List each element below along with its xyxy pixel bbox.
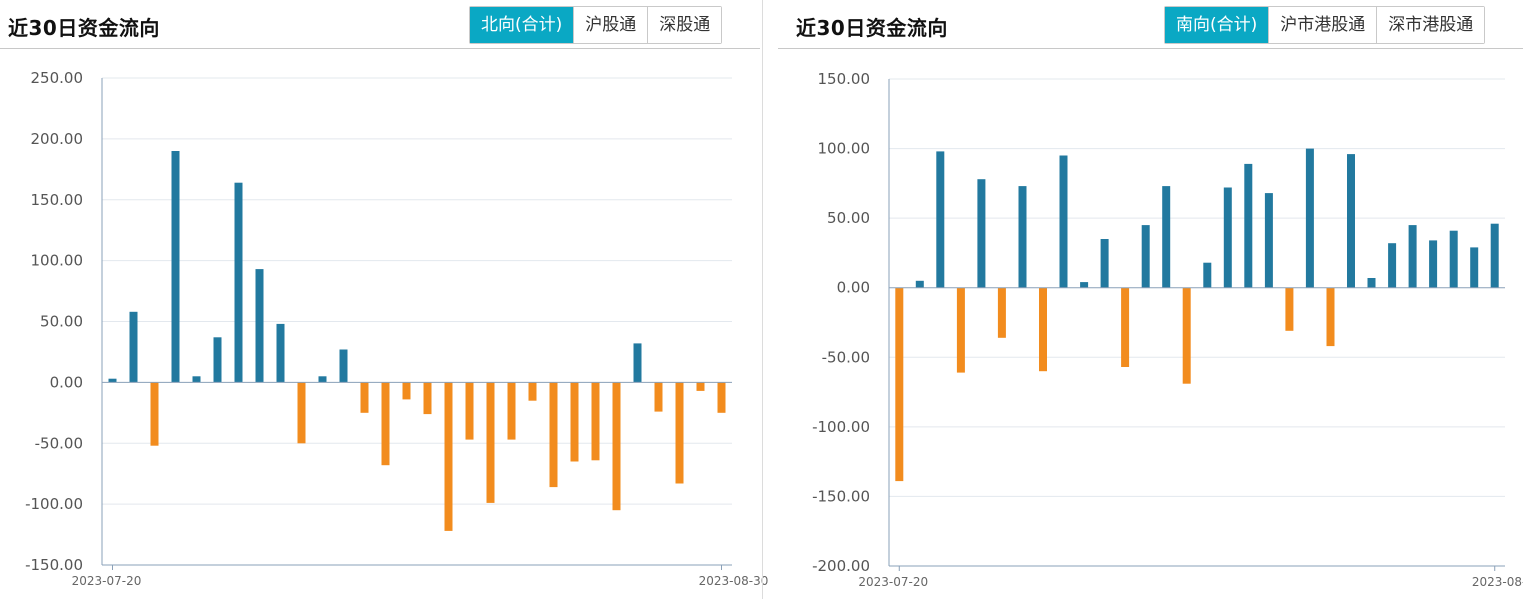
bar[interactable] <box>633 343 642 383</box>
y-tick-label: 150.00 <box>818 70 871 88</box>
bar[interactable] <box>549 382 558 488</box>
tab-shanghai-connect[interactable]: 沪股通 <box>573 7 648 43</box>
y-tick-label: 100.00 <box>31 252 84 270</box>
bar[interactable] <box>895 287 904 482</box>
bar[interactable] <box>1305 148 1314 288</box>
y-tick-label: -200.00 <box>812 557 870 575</box>
bar[interactable] <box>1121 287 1130 367</box>
bar[interactable] <box>936 151 945 288</box>
x-tick-label: 2023-08-30 <box>1472 575 1523 589</box>
bar[interactable] <box>444 382 453 531</box>
bar[interactable] <box>1182 287 1191 384</box>
panel-title: 近30日资金流向 <box>8 16 160 40</box>
bar[interactable] <box>997 287 1006 338</box>
bar[interactable] <box>1039 287 1047 372</box>
bar[interactable] <box>507 382 516 440</box>
bar[interactable] <box>977 179 986 288</box>
tab-shenzhen-hk-connect[interactable]: 深市港股通 <box>1376 7 1485 43</box>
bar[interactable] <box>696 382 705 391</box>
bar[interactable] <box>1162 186 1171 288</box>
panel-divider <box>762 0 763 599</box>
y-tick-label: -50.00 <box>35 434 83 452</box>
bar[interactable] <box>1388 243 1397 288</box>
y-tick-label: 250.00 <box>31 69 84 87</box>
y-tick-label: -150.00 <box>25 556 83 574</box>
bar[interactable] <box>465 382 474 440</box>
y-tick-label: -50.00 <box>822 348 870 366</box>
bar[interactable] <box>192 376 201 383</box>
bar[interactable] <box>108 378 117 383</box>
bar[interactable] <box>339 349 348 383</box>
tab-group: 北向(合计) 沪股通 深股通 <box>469 6 723 44</box>
y-tick-label: -100.00 <box>25 495 83 513</box>
y-tick-label: 50.00 <box>827 209 870 227</box>
bar[interactable] <box>486 382 495 503</box>
bar[interactable] <box>318 376 327 383</box>
panel-title: 近30日资金流向 <box>796 16 948 40</box>
bar[interactable] <box>423 382 432 415</box>
bar[interactable] <box>1408 225 1417 288</box>
bar[interactable] <box>1470 247 1479 288</box>
y-tick-label: 0.00 <box>837 279 870 297</box>
y-tick-label: 100.00 <box>818 140 871 158</box>
bar[interactable] <box>255 269 264 383</box>
y-tick-label: 200.00 <box>31 130 84 148</box>
bar[interactable] <box>360 382 369 413</box>
tab-shenzhen-connect[interactable]: 深股通 <box>647 7 722 43</box>
bar[interactable] <box>1059 155 1068 288</box>
tab-southbound-total[interactable]: 南向(合计) <box>1165 7 1269 43</box>
bar[interactable] <box>234 182 243 383</box>
bar[interactable] <box>956 287 965 373</box>
bar[interactable] <box>1449 230 1458 288</box>
bar[interactable] <box>1326 287 1335 347</box>
bar[interactable] <box>297 382 306 444</box>
y-tick-label: 150.00 <box>31 191 84 209</box>
tab-northbound-total[interactable]: 北向(合计) <box>470 7 574 43</box>
bar[interactable] <box>1244 163 1253 288</box>
y-tick-label: -150.00 <box>812 487 870 505</box>
bar[interactable] <box>1203 262 1212 288</box>
bar[interactable] <box>654 382 663 412</box>
bar[interactable] <box>402 382 411 400</box>
bar[interactable] <box>1141 225 1150 288</box>
bar[interactable] <box>570 382 579 462</box>
x-tick-label: 2023-08-30 <box>699 574 769 588</box>
y-tick-label: 50.00 <box>40 313 83 331</box>
bar[interactable] <box>528 382 537 401</box>
bar[interactable] <box>1367 278 1376 288</box>
bar[interactable] <box>1264 193 1273 288</box>
y-tick-label: 0.00 <box>50 373 83 391</box>
panel-header: 近30日资金流向 南向(合计) 沪市港股通 深市港股通 <box>778 0 1523 49</box>
bar[interactable] <box>129 311 138 383</box>
bar[interactable] <box>1490 223 1499 288</box>
bar[interactable] <box>1223 187 1232 288</box>
bar[interactable] <box>915 280 924 288</box>
bar[interactable] <box>1100 239 1109 288</box>
bar[interactable] <box>276 323 285 383</box>
bar[interactable] <box>591 382 600 461</box>
bar[interactable] <box>675 382 684 484</box>
tab-shanghai-hk-connect[interactable]: 沪市港股通 <box>1268 7 1377 43</box>
bar[interactable] <box>1018 186 1027 288</box>
bar[interactable] <box>1347 154 1355 288</box>
bar[interactable] <box>717 382 726 413</box>
x-tick-label: 2023-07-20 <box>72 574 142 588</box>
bar[interactable] <box>213 337 222 383</box>
southbound-panel: 近30日资金流向 南向(合计) 沪市港股通 深市港股通 150.00 100.00… <box>778 0 1523 599</box>
bar[interactable] <box>171 151 180 383</box>
bar[interactable] <box>381 382 390 466</box>
northbound-bar-chart: 250.00 200.00 150.00 100.00 50.00 0.00 -50.00 -… <box>25 69 768 588</box>
panel-header: 近30日资金流向 北向(合计) 沪股通 深股通 <box>0 0 760 49</box>
bar[interactable] <box>150 382 159 446</box>
bar[interactable] <box>1080 282 1089 288</box>
bar[interactable] <box>1429 240 1438 288</box>
x-tick-label: 2023-07-20 <box>858 575 928 589</box>
southbound-bar-chart: 150.00 100.00 50.00 0.00 -50.00 -100.00 -150.0… <box>812 70 1523 589</box>
y-tick-label: -100.00 <box>812 418 870 436</box>
northbound-panel: 近30日资金流向 北向(合计) 沪股通 深股通 250.00 200.00 150.… <box>0 0 768 599</box>
bar[interactable] <box>612 382 621 511</box>
tab-group: 南向(合计) 沪市港股通 深市港股通 <box>1164 6 1486 44</box>
bar[interactable] <box>1285 287 1294 331</box>
